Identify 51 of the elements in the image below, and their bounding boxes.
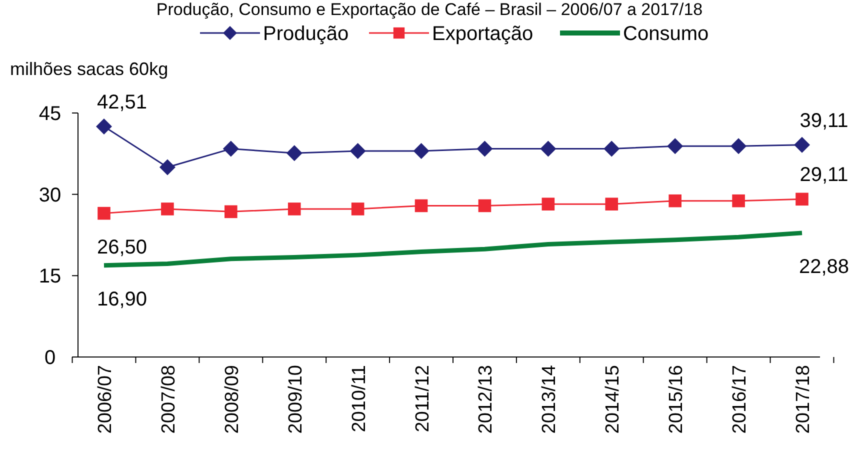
point xyxy=(604,140,620,157)
point xyxy=(351,202,364,216)
point xyxy=(224,205,238,218)
point xyxy=(413,142,430,159)
data-label: 16,90 xyxy=(96,288,148,310)
x-tick-label: 2016/17 xyxy=(730,365,751,434)
data-label: 39,11 xyxy=(800,110,848,132)
chart-title: Produção, Consumo e Exportação de Café – Brasil – 2006/07 a 2017/18 xyxy=(156,0,703,19)
legend-label: Exportação xyxy=(432,23,534,45)
point xyxy=(605,198,618,210)
point xyxy=(288,202,301,216)
x-tick-label: 2014/15 xyxy=(602,365,624,434)
point xyxy=(286,145,302,162)
x-tick-label: 2012/13 xyxy=(476,365,497,434)
point xyxy=(98,206,110,220)
data-label: 26,50 xyxy=(96,236,148,258)
x-tick-label: 2007/08 xyxy=(158,365,180,434)
point xyxy=(794,136,810,153)
y-tick-label: 30 xyxy=(38,184,62,206)
point xyxy=(730,138,747,154)
x-tick-label: 2010/11 xyxy=(348,365,370,432)
point xyxy=(414,199,428,212)
point xyxy=(159,159,176,176)
legend-label: Produção xyxy=(263,23,349,45)
y-axis-title: milhões sacas 60kg xyxy=(10,59,168,79)
legend-label: Consumo xyxy=(623,23,709,45)
point xyxy=(796,192,808,206)
data-label: 42,51 xyxy=(96,92,148,114)
point xyxy=(732,194,745,208)
point xyxy=(96,118,112,134)
point xyxy=(667,138,684,154)
point xyxy=(476,140,493,157)
x-tick-label: 2015/16 xyxy=(666,365,688,434)
y-tick-label: 45 xyxy=(38,103,62,125)
x-tick-label: 2006/07 xyxy=(95,365,116,434)
data-label: 22,88 xyxy=(798,256,850,278)
point xyxy=(222,140,239,157)
y-tick-label: 15 xyxy=(38,266,62,288)
x-tick-label: 2009/10 xyxy=(285,365,306,434)
x-tick-label: 2011/12 xyxy=(412,365,434,432)
point xyxy=(668,194,682,208)
data-label: 29,11 xyxy=(800,164,848,186)
y-tick-label: 0 xyxy=(44,347,56,369)
x-tick-label: 2017/18 xyxy=(793,365,814,434)
x-tick-label: 2013/14 xyxy=(539,364,560,434)
point xyxy=(542,198,555,210)
x-tick-label: 2008/09 xyxy=(222,365,243,434)
point xyxy=(161,202,174,216)
point xyxy=(350,142,366,159)
point xyxy=(478,199,492,212)
point xyxy=(540,140,556,157)
